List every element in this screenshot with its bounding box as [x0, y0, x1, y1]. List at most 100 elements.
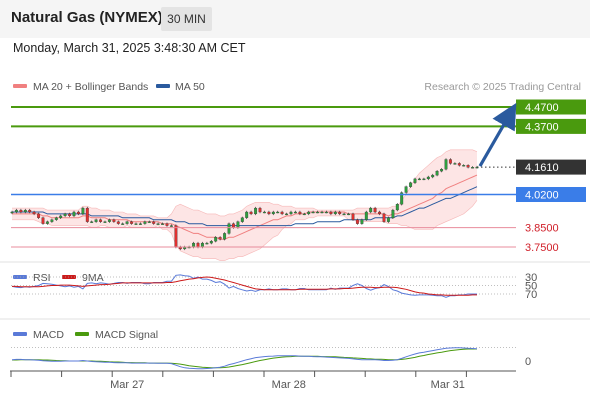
candle: [14, 208, 18, 214]
candle: [41, 216, 45, 225]
level-label-3.8500: 3.8500: [525, 223, 559, 235]
macd-signal-line: [12, 348, 477, 369]
candle-body: [413, 178, 417, 183]
level-label-4.0200: 4.0200: [525, 190, 559, 202]
candle-body: [320, 211, 324, 214]
candle-body: [440, 169, 444, 172]
candle-body: [107, 219, 111, 222]
candle: [329, 210, 333, 216]
candle: [391, 208, 395, 219]
macd-line: [11, 347, 478, 370]
candle-body: [307, 211, 311, 215]
candle-body: [431, 174, 435, 178]
candle: [417, 177, 421, 181]
candle: [404, 185, 408, 194]
candle-body: [37, 213, 41, 218]
candle: [165, 222, 169, 227]
candle: [258, 206, 262, 214]
candle: [147, 220, 151, 223]
candle-body: [289, 211, 293, 215]
last-price-label-bg: [516, 159, 586, 175]
candle-body: [134, 223, 138, 225]
candle: [161, 222, 165, 225]
price-panel: [10, 149, 479, 261]
candle: [81, 206, 85, 216]
ma20-line: [12, 174, 478, 240]
candle: [130, 220, 134, 225]
candle-body: [466, 165, 470, 168]
rsi-ma-line: [12, 276, 477, 296]
candle: [307, 210, 311, 216]
candle-body: [143, 221, 147, 224]
candle: [76, 210, 80, 216]
candle: [422, 177, 426, 181]
candle-body: [302, 213, 306, 216]
candle: [19, 208, 23, 214]
bollinger-lower-line: [12, 200, 478, 261]
candle: [347, 212, 351, 216]
candle: [23, 208, 27, 214]
candle-body: [214, 237, 218, 242]
candle: [276, 210, 280, 214]
bollinger-band-fill: [12, 149, 477, 261]
candle-body: [236, 221, 240, 228]
candle-body: [76, 211, 80, 215]
candle: [409, 181, 413, 188]
chart-datetime: Monday, March 31, 2025 3:48:30 AM CET: [13, 41, 246, 55]
rsi-tick-50: 50: [525, 281, 537, 293]
candle-body: [373, 207, 377, 213]
candle: [342, 212, 346, 216]
candle: [298, 210, 302, 216]
candle-body: [125, 221, 129, 224]
candle: [116, 220, 120, 225]
candle: [32, 210, 36, 216]
candle: [85, 206, 89, 223]
candle-body: [267, 211, 271, 215]
bollinger-upper-line: [12, 149, 478, 219]
timeframe-badge[interactable]: 30 MIN: [161, 7, 212, 31]
candle: [280, 210, 284, 216]
candle: [311, 210, 315, 214]
candle-body: [63, 213, 67, 216]
candle-body: [262, 211, 266, 214]
candle-body: [276, 211, 280, 214]
candle: [37, 212, 41, 219]
rsi-tick-70: 70: [525, 289, 537, 301]
candle-body: [156, 223, 160, 225]
candle: [103, 220, 107, 223]
candle: [152, 220, 156, 225]
rsi-tick-30: 30: [525, 272, 537, 284]
macd-legend: MACD MACD Signal: [13, 329, 158, 341]
level-label-3.7500: 3.7500: [525, 242, 559, 254]
instrument-title: Natural Gas (NYMEX): [11, 9, 163, 26]
candle-body: [347, 213, 351, 216]
candle-body: [382, 213, 386, 222]
price-legend: MA 20 + Bollinger Bands MA 50: [13, 81, 205, 93]
candle: [316, 210, 320, 214]
legend-label-ma50: MA 50: [175, 81, 205, 93]
candle-body: [249, 211, 253, 215]
candle-body: [351, 213, 355, 220]
candle: [373, 206, 377, 214]
candle-body: [205, 242, 209, 245]
candle: [205, 241, 209, 245]
candle-body: [311, 211, 315, 214]
legend-label-macd-signal: MACD Signal: [95, 329, 158, 341]
candle: [209, 240, 213, 245]
candle-body: [404, 186, 408, 193]
candle: [382, 212, 386, 223]
candle-body: [196, 242, 200, 248]
candle: [99, 218, 103, 223]
candle-body: [72, 211, 76, 217]
candle: [364, 210, 368, 221]
candle: [466, 164, 470, 169]
candle-body: [448, 159, 452, 164]
candle-body: [209, 241, 213, 244]
candle: [324, 210, 328, 214]
candle: [293, 210, 297, 214]
candle-body: [14, 209, 18, 213]
candle-body: [293, 211, 297, 214]
ma50-line: [12, 186, 478, 227]
level-label-bg-4.4700: [516, 99, 586, 115]
candle-body: [333, 211, 337, 215]
